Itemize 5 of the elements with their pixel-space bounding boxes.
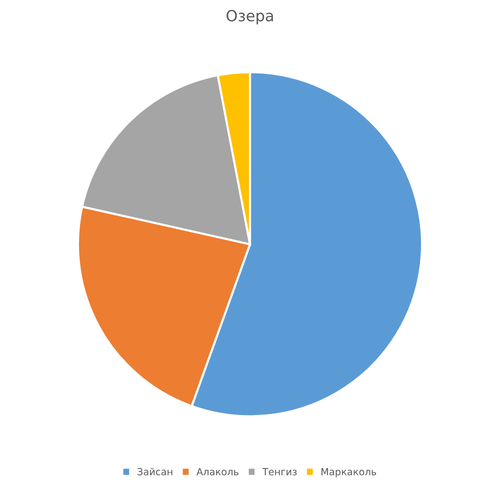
legend-label: Маркаколь — [322, 468, 376, 478]
legend-label: Алаколь — [196, 468, 238, 476]
legend-label: Тенгиз — [262, 468, 297, 476]
chart-title: Озера — [226, 10, 273, 24]
legend-label: Зайсан — [138, 468, 172, 476]
